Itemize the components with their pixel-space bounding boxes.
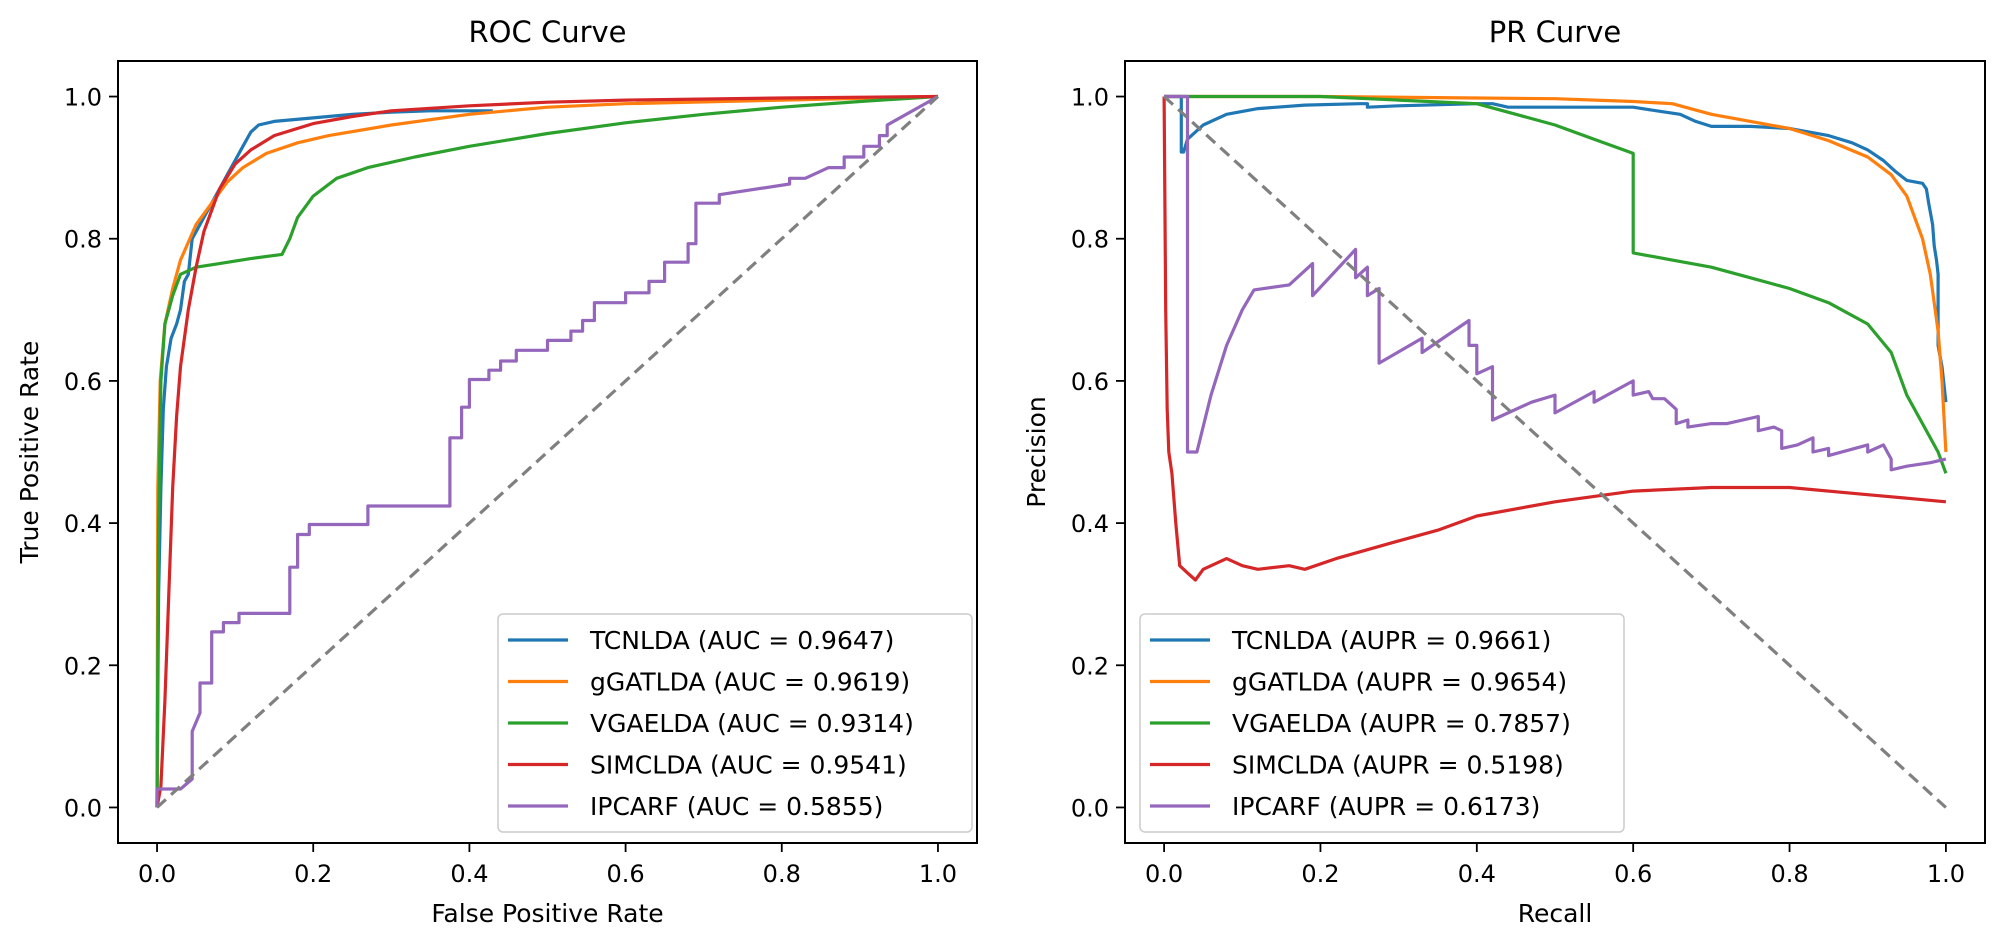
legend-item: IPCARF (AUPR = 0.6173) (1150, 792, 1540, 821)
y-tick-label: 0.2 (64, 652, 102, 680)
y-tick-label: 0.4 (1071, 510, 1109, 538)
x-tick-label: 0.0 (138, 860, 176, 888)
legend-item: VGAELDA (AUC = 0.9314) (508, 709, 914, 738)
y-tick-label: 0.8 (64, 226, 102, 254)
x-tick-label: 1.0 (919, 860, 957, 888)
legend-item: SIMCLDA (AUPR = 0.5198) (1150, 751, 1564, 780)
y-tick-label: 1.0 (1071, 84, 1109, 112)
axis-ticks: 0.0 0.2 0.4 0.6 0.8 1.0 0.0 0.2 0.4 0.6 0.8 1.0 (1071, 84, 1965, 888)
legend-item: VGAELDA (AUPR = 0.7857) (1150, 709, 1571, 738)
roc-chart: ROC Curve False Positive Rate True Posit… (15, 15, 978, 928)
y-tick-label: 0.6 (1071, 368, 1109, 396)
y-tick-label: 0.6 (64, 368, 102, 396)
legend: TCNLDA (AUC = 0.9647) gGATLDA (AUC = 0.96… (497, 613, 973, 833)
series-line-simclda (1162, 96, 1947, 582)
series-line-ipcarf (1164, 94, 1947, 472)
legend-label: VGAELDA (AUPR = 0.7857) (1232, 709, 1571, 738)
legend-label: IPCARF (AUPR = 0.6173) (1232, 792, 1540, 821)
x-tick-label: 0.6 (607, 860, 645, 888)
y-tick-label: 1.0 (64, 84, 102, 112)
legend-label: SIMCLDA (AUPR = 0.5198) (1232, 751, 1564, 780)
legend-item: IPCARF (AUC = 0.5855) (508, 792, 883, 821)
chart-title: PR Curve (1489, 15, 1621, 49)
legend-label: gGATLDA (AUC = 0.9619) (590, 668, 910, 697)
series-line-ipcarf (155, 95, 939, 808)
series-line-ggatlda (1164, 94, 1948, 453)
legend-label: TCNLDA (AUPR = 0.9661) (1231, 626, 1551, 655)
legend-item: TCNLDA (AUPR = 0.9661) (1150, 626, 1551, 655)
plot-area (155, 94, 940, 809)
y-tick-label: 0.2 (1071, 652, 1109, 680)
y-tick-label: 0.4 (64, 510, 102, 538)
series-line-vgaelda (1164, 94, 1948, 474)
y-tick-label: 0.0 (64, 794, 102, 822)
series-line-vgaelda (155, 94, 939, 808)
x-tick-label: 0.2 (1301, 860, 1339, 888)
legend: TCNLDA (AUPR = 0.9661) gGATLDA (AUPR = 0.… (1139, 613, 1625, 833)
axes-frame (117, 60, 978, 844)
legend-item: gGATLDA (AUPR = 0.9654) (1150, 668, 1567, 697)
legend-label: TCNLDA (AUC = 0.9647) (589, 626, 894, 655)
x-tick-label: 0.2 (294, 860, 332, 888)
x-tick-label: 0.8 (763, 860, 801, 888)
legend-label: gGATLDA (AUPR = 0.9654) (1232, 668, 1567, 697)
plot-area (1162, 94, 1948, 809)
series-line-tcnlda (1164, 94, 1948, 403)
y-axis-label: Precision (1022, 396, 1051, 508)
reference-line-baseline (1163, 95, 1947, 809)
x-tick-label: 0.6 (1614, 860, 1652, 888)
axes-frame (1124, 60, 1986, 844)
y-tick-label: 0.8 (1071, 226, 1109, 254)
y-tick-label: 0.0 (1071, 794, 1109, 822)
pr-chart: PR Curve Recall Precision 0.0 0.2 0.4 0.6 0.… (1022, 15, 1986, 928)
x-axis-label: False Positive Rate (431, 899, 663, 928)
series-line-simclda (155, 94, 939, 808)
legend-box (1139, 613, 1625, 833)
x-tick-label: 0.4 (450, 860, 488, 888)
chart-title: ROC Curve (469, 15, 627, 49)
legend-item: gGATLDA (AUC = 0.9619) (508, 668, 910, 697)
legend-box (497, 613, 973, 833)
legend-item: SIMCLDA (AUC = 0.9541) (508, 751, 907, 780)
x-tick-label: 0.4 (1458, 860, 1496, 888)
reference-line-chance (155, 95, 940, 809)
x-tick-label: 0.0 (1145, 860, 1183, 888)
x-tick-label: 1.0 (1927, 860, 1965, 888)
x-tick-label: 0.8 (1770, 860, 1808, 888)
axis-ticks: 0.0 0.2 0.4 0.6 0.8 1.0 0.0 0.2 0.4 0.6 0.8 1.0 (64, 84, 957, 888)
x-axis-label: Recall (1518, 899, 1593, 928)
legend-label: SIMCLDA (AUC = 0.9541) (590, 751, 907, 780)
legend-label: IPCARF (AUC = 0.5855) (590, 792, 883, 821)
y-axis-label: True Positive Rate (15, 341, 44, 565)
legend-label: VGAELDA (AUC = 0.9314) (590, 709, 914, 738)
legend-item: TCNLDA (AUC = 0.9647) (508, 626, 894, 655)
